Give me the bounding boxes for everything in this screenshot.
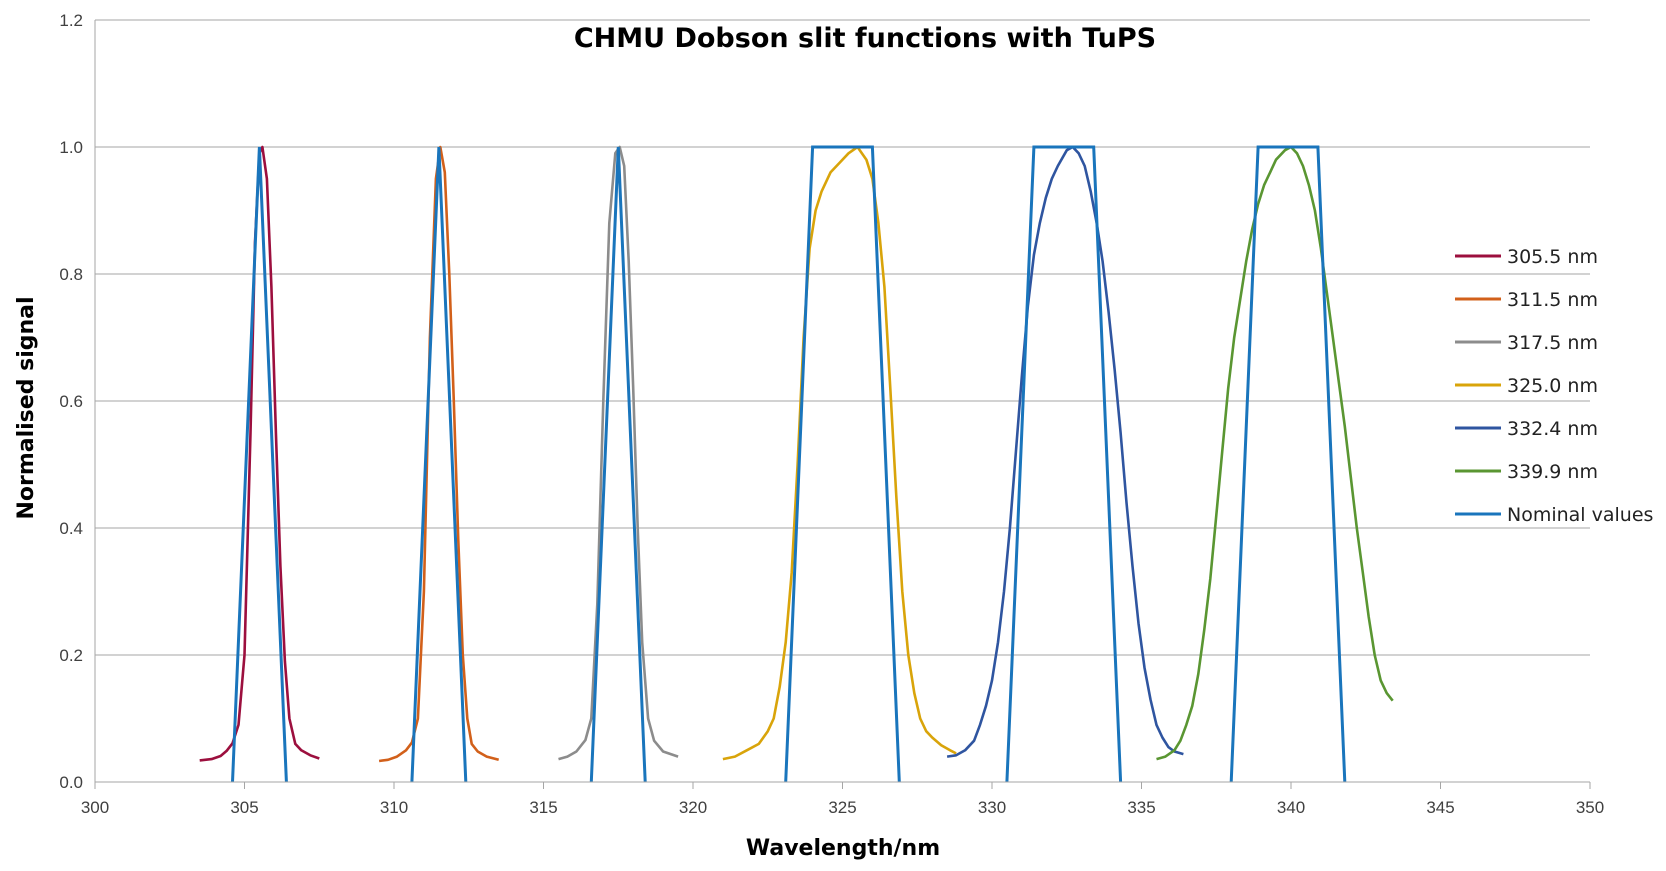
x-tick-label: 325 — [828, 798, 856, 817]
nominal-segment-4 — [1005, 145, 1123, 783]
nominal-segment-0 — [231, 146, 288, 783]
x-tick-labels: 300 305 310 315 320 325 330 335 340 345 350 — [81, 798, 1604, 817]
nominal-segment-2 — [589, 146, 647, 783]
nominal-segment-3 — [784, 145, 901, 783]
series-line-2 — [558, 145, 679, 761]
y-tick-label: 0.2 — [59, 646, 83, 665]
x-tick-label: 330 — [978, 798, 1006, 817]
y-axis-title: Normalised signal — [14, 296, 39, 519]
x-tick-label: 305 — [230, 798, 258, 817]
y-tick-label: 0.0 — [59, 773, 83, 792]
legend-label: 325.0 nm — [1507, 375, 1598, 397]
legend: 305.5 nm 311.5 nm 317.5 nm 325.0 nm 332.4 nm… — [1455, 246, 1653, 526]
x-tick-label: 300 — [81, 798, 109, 817]
axes — [94, 20, 1591, 789]
series-line-4 — [946, 145, 1184, 758]
legend-label: 305.5 nm — [1507, 246, 1598, 268]
y-tick-label: 1.2 — [59, 11, 83, 30]
x-tick-label: 340 — [1277, 798, 1305, 817]
x-tick-label: 335 — [1127, 798, 1155, 817]
series-line-3 — [722, 145, 957, 761]
chart-title: CHMU Dobson slit functions with TuPS — [574, 23, 1156, 54]
x-tick-label: 315 — [529, 798, 557, 817]
legend-label: 339.9 nm — [1507, 461, 1598, 483]
x-tick-label: 350 — [1576, 798, 1604, 817]
nominal-segment-1 — [410, 146, 468, 783]
legend-label: Nominal values — [1507, 504, 1653, 526]
x-tick-label: 320 — [679, 798, 707, 817]
y-tick-label: 1.0 — [59, 138, 83, 157]
series-lines — [199, 145, 1394, 783]
x-axis-title: Wavelength/nm — [746, 836, 940, 861]
y-tick-label: 0.6 — [59, 392, 83, 411]
legend-label: 317.5 nm — [1507, 332, 1598, 354]
legend-label: 332.4 nm — [1507, 418, 1598, 440]
y-tick-label: 0.4 — [59, 519, 83, 538]
legend-label: 311.5 nm — [1507, 289, 1598, 311]
y-tick-label: 0.8 — [59, 265, 83, 284]
nominal-segment-5 — [1229, 145, 1347, 783]
series-line-0 — [199, 145, 320, 762]
y-tick-labels: 0.0 0.2 0.4 0.6 0.8 1.0 1.2 — [59, 11, 83, 792]
series-line-5 — [1156, 145, 1394, 761]
x-tick-label: 345 — [1426, 798, 1454, 817]
x-tick-label: 310 — [380, 798, 408, 817]
series-line-1 — [378, 145, 500, 763]
gridlines — [95, 19, 1590, 656]
